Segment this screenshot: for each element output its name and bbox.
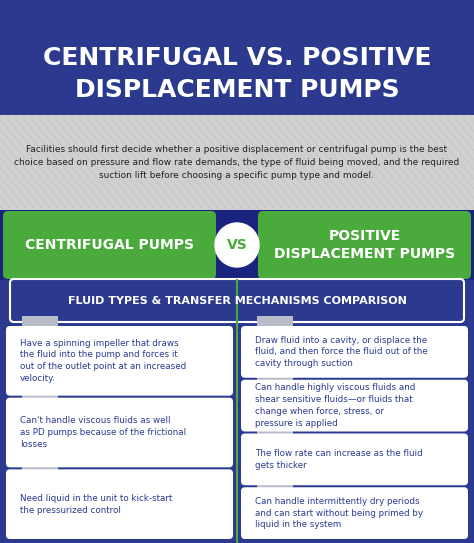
Text: Draw fluid into a cavity, or displace the
fluid, and then force the fluid out of: Draw fluid into a cavity, or displace th… <box>255 336 428 368</box>
Text: Need liquid in the unit to kick-start
the pressurized control: Need liquid in the unit to kick-start th… <box>20 494 173 515</box>
Bar <box>0 280 474 325</box>
Polygon shape <box>257 370 293 396</box>
Text: DISPLACEMENT PUMPS: DISPLACEMENT PUMPS <box>75 78 399 102</box>
Text: Can handle highly viscous fluids and
shear sensitive fluids—or fluids that
chang: Can handle highly viscous fluids and she… <box>255 383 415 428</box>
FancyBboxPatch shape <box>258 211 471 279</box>
FancyBboxPatch shape <box>6 326 233 396</box>
Polygon shape <box>22 316 58 342</box>
FancyBboxPatch shape <box>6 397 233 468</box>
Text: POSITIVE
DISPLACEMENT PUMPS: POSITIVE DISPLACEMENT PUMPS <box>274 229 455 261</box>
Polygon shape <box>257 424 293 450</box>
Polygon shape <box>22 459 58 485</box>
FancyBboxPatch shape <box>241 326 468 378</box>
Polygon shape <box>257 316 293 342</box>
FancyBboxPatch shape <box>3 211 216 279</box>
FancyBboxPatch shape <box>10 279 464 322</box>
Text: Can handle intermittently dry periods
and can start without being primed by
liqu: Can handle intermittently dry periods an… <box>255 497 423 529</box>
Text: VS: VS <box>227 238 247 252</box>
Text: Have a spinning impeller that draws
the fluid into the pump and forces it
out of: Have a spinning impeller that draws the … <box>20 339 186 383</box>
Text: The flow rate can increase as the fluid
gets thicker: The flow rate can increase as the fluid … <box>255 449 423 470</box>
Text: Facilities should first decide whether a positive displacement or centrifugal pu: Facilities should first decide whether a… <box>14 145 460 180</box>
Text: FLUID TYPES & TRANSFER MECHANISMS COMPARISON: FLUID TYPES & TRANSFER MECHANISMS COMPAR… <box>68 295 406 306</box>
Circle shape <box>215 223 259 267</box>
Bar <box>0 0 474 115</box>
FancyBboxPatch shape <box>6 469 233 539</box>
Bar <box>0 115 474 210</box>
Text: Can't handle viscous fluids as well
as PD pumps because of the frictional
losses: Can't handle viscous fluids as well as P… <box>20 416 186 449</box>
Text: CENTRIFUGAL PUMPS: CENTRIFUGAL PUMPS <box>25 238 194 252</box>
Text: CENTRIFUGAL VS. POSITIVE: CENTRIFUGAL VS. POSITIVE <box>43 46 431 70</box>
Polygon shape <box>257 477 293 503</box>
Polygon shape <box>22 388 58 414</box>
FancyBboxPatch shape <box>241 433 468 485</box>
FancyBboxPatch shape <box>241 380 468 432</box>
Bar <box>0 210 474 280</box>
FancyBboxPatch shape <box>241 487 468 539</box>
